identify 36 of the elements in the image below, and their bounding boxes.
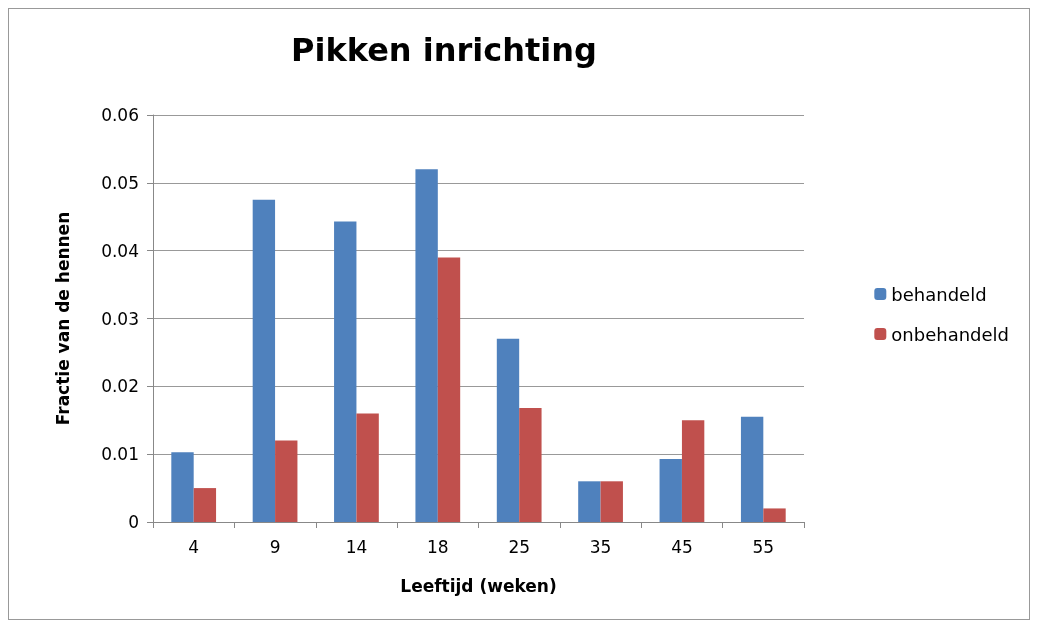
bar bbox=[600, 481, 623, 522]
y-tick-label: 0.02 bbox=[101, 376, 139, 397]
x-tick-label: 9 bbox=[269, 536, 281, 557]
bar bbox=[740, 416, 764, 522]
y-tick-label: 0 bbox=[128, 512, 139, 532]
bar bbox=[193, 488, 217, 522]
bar bbox=[171, 452, 194, 522]
y-tick-label: 0.03 bbox=[101, 308, 139, 329]
bar bbox=[681, 420, 705, 522]
x-tick-label: 35 bbox=[589, 536, 612, 557]
bar bbox=[519, 408, 542, 522]
x-tick-label: 25 bbox=[508, 536, 531, 557]
bar bbox=[334, 221, 357, 522]
legend-label: behandeld bbox=[891, 283, 987, 305]
bar bbox=[578, 481, 601, 522]
bar bbox=[356, 413, 379, 522]
y-tick-label: 0.01 bbox=[101, 444, 139, 465]
x-tick-label: 4 bbox=[188, 536, 200, 557]
bar bbox=[763, 508, 786, 522]
bar bbox=[659, 458, 682, 522]
x-tick-label: 45 bbox=[671, 536, 693, 557]
bar bbox=[496, 338, 520, 522]
y-tick-label: 0.05 bbox=[101, 172, 139, 193]
y-tick-label: 0.06 bbox=[101, 105, 139, 125]
bar bbox=[437, 257, 461, 522]
chart-title: Pikken inrichting bbox=[291, 31, 597, 69]
legend-label: onbehandeld bbox=[891, 323, 1010, 345]
x-tick-label: 55 bbox=[752, 536, 775, 557]
x-tick-label: 14 bbox=[345, 536, 368, 557]
bar bbox=[275, 440, 298, 522]
y-tick-label: 0.04 bbox=[101, 240, 139, 261]
x-tick-label: 18 bbox=[426, 536, 449, 557]
x-axis-title: Leeftijd (weken) bbox=[400, 575, 557, 596]
y-axis-title: Fractie van de hennen bbox=[52, 211, 73, 426]
bar bbox=[252, 199, 276, 522]
bar bbox=[415, 169, 438, 522]
